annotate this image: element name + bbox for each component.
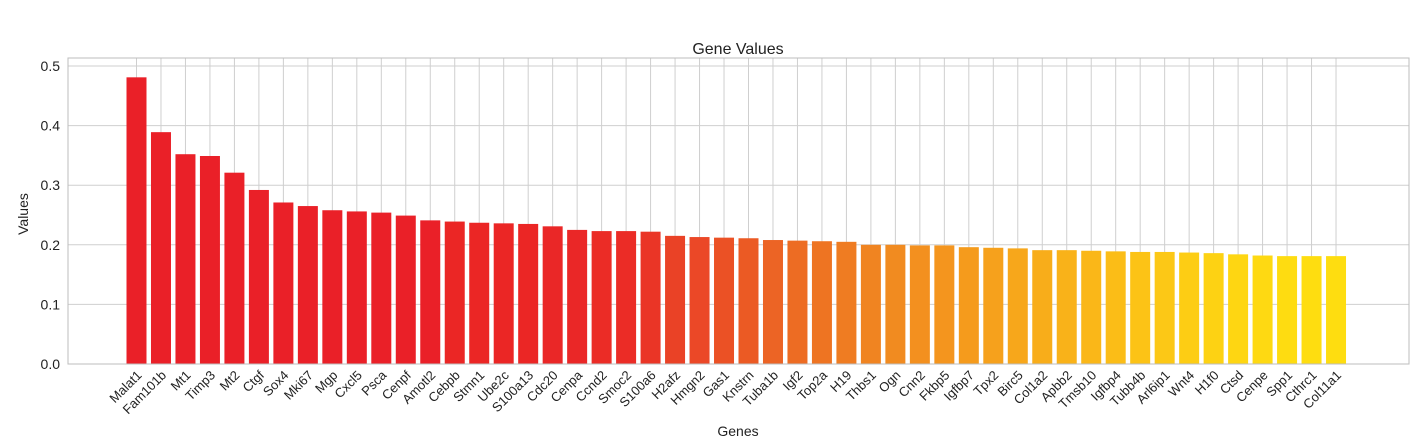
bar [224,172,245,364]
bar [420,220,441,364]
bar [738,238,759,364]
bar [1252,255,1273,364]
y-axis-ticks: 0.0 0.1 0.2 0.3 0.4 0.5 [41,58,61,372]
bar [199,155,220,364]
bar [885,244,906,364]
bar [640,231,661,364]
x-tick-label: Cxcl5 [331,368,365,402]
y-tick-label: 0.2 [41,237,61,253]
bar [665,235,686,364]
bar [1203,253,1224,364]
bar [1228,254,1249,364]
bar [273,202,294,364]
bar [787,240,808,364]
bar [1301,256,1322,364]
x-axis-ticks: Malat1Fam101bMt1Timp3Mt2CtgfSox4Mki67Mgp… [106,367,1344,417]
y-tick-label: 0.0 [41,356,61,372]
bar [1326,256,1347,364]
bar [1179,252,1200,364]
bar [1130,251,1151,364]
bar [1154,251,1175,364]
y-tick-label: 0.3 [41,177,61,193]
bar [248,189,269,364]
x-tick-label: Tpx2 [970,368,1001,399]
bar [1277,256,1298,364]
y-tick-label: 0.4 [41,118,61,134]
bar [518,223,539,364]
y-axis-label: Values [15,193,31,235]
bar [836,241,857,364]
bar [126,77,147,364]
bar [958,247,979,364]
bar [591,231,612,364]
bar [983,247,1004,364]
bar [297,206,318,364]
bar [616,231,637,364]
bar [1032,250,1053,364]
y-tick-label: 0.5 [41,58,61,74]
bar [175,154,196,364]
bar [762,240,783,364]
bar [860,244,881,364]
chart-title: Gene Values [692,41,783,58]
bar [567,229,588,364]
x-tick-label: Wnt4 [1165,368,1197,400]
bar [542,226,563,364]
bar [371,212,392,364]
bar [1007,248,1028,364]
bar [469,222,490,364]
plot-frame [67,57,1410,365]
bar [395,215,416,364]
bar [1081,250,1102,364]
bar [909,245,930,364]
bar [1056,250,1077,364]
bar [346,211,367,364]
bar [714,237,735,364]
y-tick-label: 0.1 [41,296,61,312]
bar [493,223,514,364]
bar [689,237,710,364]
bar [811,241,832,364]
bar [1105,251,1126,364]
bars [126,77,1347,364]
x-tick-label: Mt2 [217,368,243,394]
x-tick-label: H1f0 [1192,368,1222,398]
bar [150,132,171,364]
bar [934,245,955,364]
bar [444,221,465,364]
bar [322,210,343,364]
x-axis-label: Genes [717,423,758,439]
